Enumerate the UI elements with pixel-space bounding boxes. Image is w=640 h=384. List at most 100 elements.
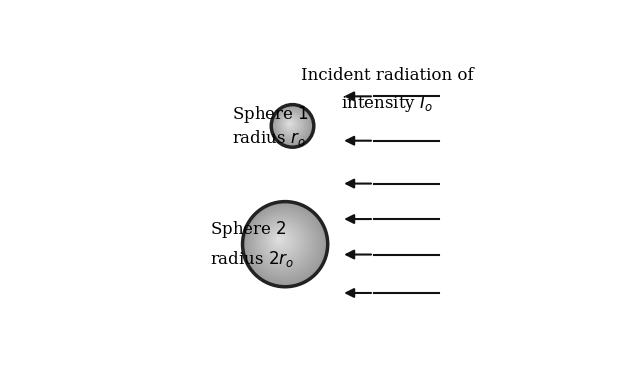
Circle shape: [276, 109, 308, 141]
Circle shape: [265, 225, 298, 257]
Circle shape: [255, 214, 311, 271]
Circle shape: [260, 220, 304, 264]
Circle shape: [248, 208, 320, 279]
Circle shape: [273, 233, 287, 247]
Circle shape: [280, 114, 301, 135]
Circle shape: [250, 210, 317, 276]
Circle shape: [285, 119, 296, 129]
Text: Sphere $2$: Sphere $2$: [210, 219, 286, 240]
Circle shape: [274, 107, 310, 144]
Circle shape: [269, 228, 292, 252]
Text: Incident radiation of: Incident radiation of: [301, 67, 474, 84]
Circle shape: [275, 109, 308, 142]
Circle shape: [282, 115, 300, 134]
Circle shape: [276, 109, 307, 141]
Circle shape: [243, 202, 327, 286]
Circle shape: [286, 120, 294, 127]
Circle shape: [246, 205, 324, 283]
Circle shape: [269, 229, 291, 252]
Circle shape: [278, 238, 280, 240]
Circle shape: [255, 215, 310, 270]
Circle shape: [277, 111, 305, 139]
Circle shape: [262, 222, 301, 261]
Circle shape: [285, 119, 294, 129]
Circle shape: [287, 121, 292, 126]
Circle shape: [289, 122, 291, 124]
Circle shape: [272, 232, 287, 248]
Text: radius $r_o$: radius $r_o$: [232, 128, 306, 148]
Circle shape: [277, 238, 281, 241]
Circle shape: [280, 114, 301, 135]
Circle shape: [278, 112, 304, 138]
Circle shape: [285, 119, 295, 129]
Circle shape: [282, 116, 299, 132]
Circle shape: [284, 118, 296, 130]
Circle shape: [284, 118, 297, 131]
Circle shape: [288, 122, 291, 125]
Circle shape: [253, 213, 313, 273]
Text: radius $2r_o$: radius $2r_o$: [210, 249, 294, 269]
Circle shape: [287, 121, 292, 126]
Circle shape: [257, 217, 308, 268]
Circle shape: [271, 104, 314, 147]
Circle shape: [279, 113, 303, 137]
Circle shape: [275, 108, 309, 142]
Circle shape: [273, 106, 312, 145]
Circle shape: [282, 116, 300, 133]
Circle shape: [279, 113, 303, 137]
Circle shape: [259, 219, 305, 265]
Circle shape: [244, 204, 324, 284]
Circle shape: [287, 120, 293, 127]
Circle shape: [252, 210, 316, 275]
Circle shape: [274, 234, 285, 246]
Circle shape: [285, 119, 294, 128]
Circle shape: [261, 221, 302, 262]
Circle shape: [273, 107, 311, 144]
Circle shape: [283, 117, 298, 132]
Circle shape: [275, 108, 309, 143]
Circle shape: [276, 237, 282, 242]
Circle shape: [264, 224, 298, 258]
Circle shape: [271, 231, 289, 250]
Circle shape: [249, 209, 319, 278]
Circle shape: [281, 115, 301, 134]
Circle shape: [268, 228, 293, 253]
Circle shape: [276, 110, 307, 141]
Circle shape: [248, 207, 321, 280]
Circle shape: [278, 111, 305, 139]
Circle shape: [276, 110, 307, 140]
Circle shape: [277, 111, 306, 139]
Circle shape: [273, 106, 311, 145]
Circle shape: [243, 202, 328, 287]
Circle shape: [254, 214, 312, 271]
Circle shape: [250, 209, 318, 277]
Circle shape: [283, 117, 298, 131]
Circle shape: [253, 212, 314, 273]
Circle shape: [282, 116, 299, 133]
Circle shape: [260, 220, 303, 263]
Circle shape: [288, 122, 291, 125]
Circle shape: [244, 203, 326, 285]
Circle shape: [263, 223, 300, 260]
Circle shape: [259, 218, 306, 266]
Circle shape: [280, 114, 302, 136]
Circle shape: [266, 226, 296, 255]
Circle shape: [267, 227, 294, 254]
Circle shape: [246, 205, 323, 282]
Text: intensity $\mathit{I}_o$: intensity $\mathit{I}_o$: [341, 93, 433, 114]
Circle shape: [289, 123, 290, 124]
Circle shape: [271, 232, 289, 248]
Circle shape: [266, 225, 296, 256]
Circle shape: [278, 112, 305, 138]
Circle shape: [252, 211, 315, 274]
Circle shape: [247, 206, 322, 281]
Circle shape: [275, 235, 285, 245]
Circle shape: [272, 106, 312, 146]
Text: Sphere $1$: Sphere $1$: [232, 104, 308, 124]
Circle shape: [271, 105, 314, 147]
Circle shape: [256, 216, 309, 269]
Circle shape: [272, 105, 313, 146]
Circle shape: [280, 113, 303, 136]
Circle shape: [270, 230, 291, 250]
Circle shape: [287, 121, 292, 127]
